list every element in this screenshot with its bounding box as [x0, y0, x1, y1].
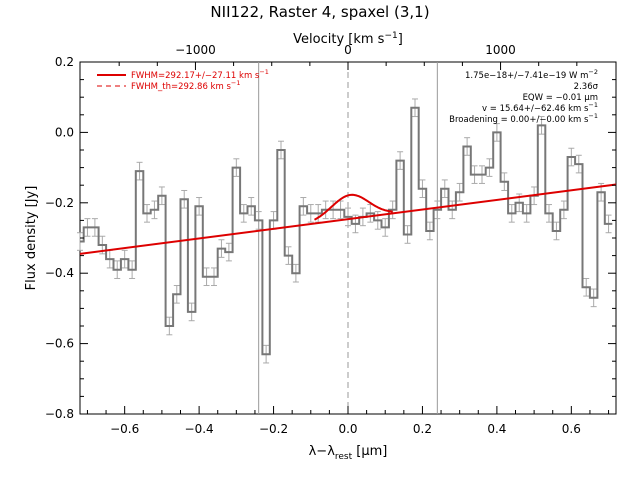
x-axis-label: λ−λrest [μm] — [309, 444, 388, 462]
top-axis-label: Velocity [km s−1] — [293, 31, 403, 47]
x-tick-label: 0.0 — [338, 422, 357, 436]
top-tick-label: 1000 — [485, 43, 516, 57]
y-tick-label: −0.8 — [45, 407, 74, 421]
annotation-line-flux: 1.75e−18+/−7.41e−19 W m−2 — [465, 68, 598, 81]
top-tick-label: −1000 — [175, 43, 216, 57]
annotation-sigma: 2.36σ — [574, 82, 599, 92]
y-tick-label: −0.2 — [45, 196, 74, 210]
chart-title: NII122, Raster 4, spaxel (3,1) — [210, 3, 429, 21]
model-fit — [79, 183, 617, 255]
axis-ticks: −0.6 −0.4 −0.2 0.0 0.2 0.4 0.6 −0.8 −0.6 −0.4 −0.2… — [45, 43, 616, 436]
legend: FWHM=292.17+/−27.11 km s−1 FWHM_th=292.8… — [97, 68, 269, 92]
gaussian-fit-line — [314, 193, 393, 221]
y-tick-label: 0.0 — [55, 125, 74, 139]
x-tick-label: 0.6 — [562, 422, 581, 436]
top-tick-label: 0 — [344, 43, 352, 57]
x-tick-label: 0.2 — [413, 422, 432, 436]
y-axis-label: Flux density [Jy] — [24, 186, 39, 291]
x-tick-label: 0.4 — [487, 422, 506, 436]
spectrum-series — [80, 106, 613, 356]
error-bars — [77, 98, 612, 364]
y-tick-label: −0.6 — [45, 337, 74, 351]
y-tick-label: 0.2 — [55, 55, 74, 69]
x-tick-label: −0.2 — [259, 422, 288, 436]
legend-label-fwhm: FWHM=292.17+/−27.11 km s−1 — [131, 68, 269, 81]
legend-label-fwhm-th: FWHM_th=292.86 km s−1 — [131, 79, 240, 92]
x-tick-label: −0.6 — [110, 422, 139, 436]
annotation-eqw: EQW = −0.01 μm — [523, 93, 598, 103]
annotation-velocity: v = 15.64+/−62.46 km s−1 — [482, 101, 598, 114]
annotation-broadening: Broadening = 0.00+/−0.00 km s−1 — [449, 112, 598, 125]
continuum-fit-line — [79, 183, 617, 255]
y-tick-label: −0.4 — [45, 266, 74, 280]
reference-lines — [258, 62, 438, 414]
x-tick-label: −0.4 — [185, 422, 214, 436]
fit-annotations: 1.75e−18+/−7.41e−19 W m−2 2.36σ EQW = −0… — [449, 68, 598, 125]
spectrum-step-line — [80, 106, 613, 356]
